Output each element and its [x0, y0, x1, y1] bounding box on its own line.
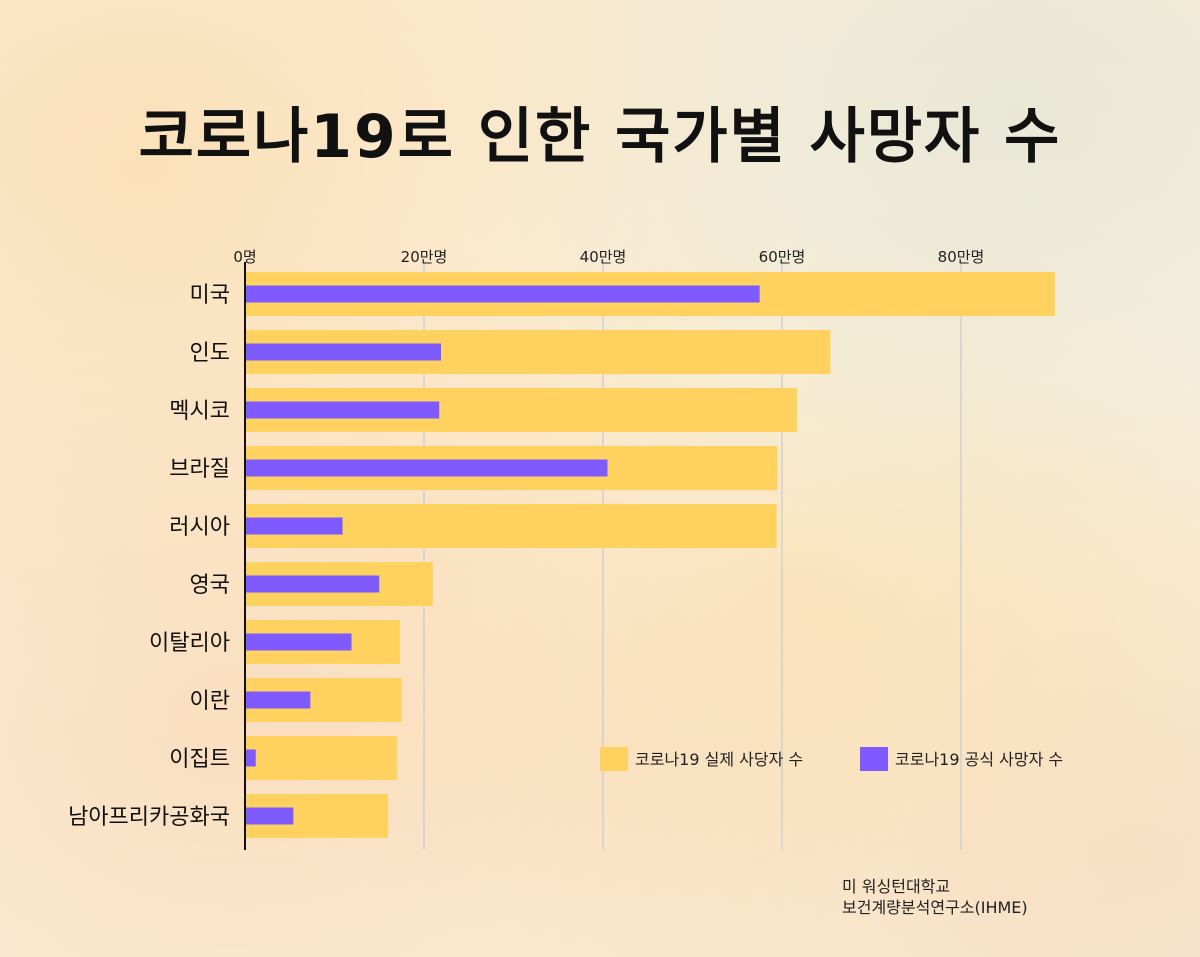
category-label: 러시아	[169, 515, 230, 540]
bar-official-1	[245, 343, 442, 361]
bar-official-0	[245, 285, 760, 303]
category-label: 미국	[190, 283, 230, 308]
x-tick-label: 60만명	[759, 248, 806, 266]
bar-official-3	[245, 459, 608, 477]
bars	[245, 272, 1055, 838]
legend: 코로나19 실제 사당자 수 코로나19 공식 사망자 수	[600, 747, 1063, 771]
source-line-2: 보건계량분석연구소(IHME)	[842, 898, 1028, 917]
bar-estimated-8	[245, 736, 398, 780]
category-label: 인도	[190, 341, 230, 366]
category-label: 이집트	[169, 747, 230, 772]
x-tick-label: 80만명	[938, 248, 985, 266]
x-tick-label: 20만명	[401, 248, 448, 266]
bar-official-6	[245, 633, 352, 651]
bar-official-9	[245, 807, 294, 825]
x-axis-ticks: 0명 20만명 40만명 60만명 80만명	[233, 248, 984, 266]
legend-swatch-1	[860, 747, 888, 771]
legend-swatch-0	[600, 747, 628, 771]
category-label: 남아프리카공화국	[68, 805, 230, 830]
bar-official-4	[245, 517, 343, 535]
x-tick-label: 0명	[233, 248, 256, 266]
category-label: 멕시코	[169, 399, 230, 424]
source-line-1: 미 워싱턴대학교	[842, 877, 951, 896]
legend-label-0: 코로나19 실제 사당자 수	[635, 750, 803, 769]
bar-official-8	[245, 749, 256, 767]
legend-label-1: 코로나19 공식 사망자 수	[895, 750, 1063, 769]
category-label: 이란	[190, 689, 230, 714]
source-note: 미 워싱턴대학교 보건계량분석연구소(IHME)	[842, 876, 1028, 918]
category-label: 브라질	[169, 457, 230, 482]
bar-official-2	[245, 401, 440, 419]
category-label: 이탈리아	[149, 631, 230, 656]
bar-official-7	[245, 691, 311, 709]
x-tick-label: 40만명	[580, 248, 627, 266]
category-label: 영국	[190, 573, 230, 598]
chart-title: 코로나19로 인한 국가별 사망자 수	[138, 102, 1062, 172]
bar-official-5	[245, 575, 380, 593]
